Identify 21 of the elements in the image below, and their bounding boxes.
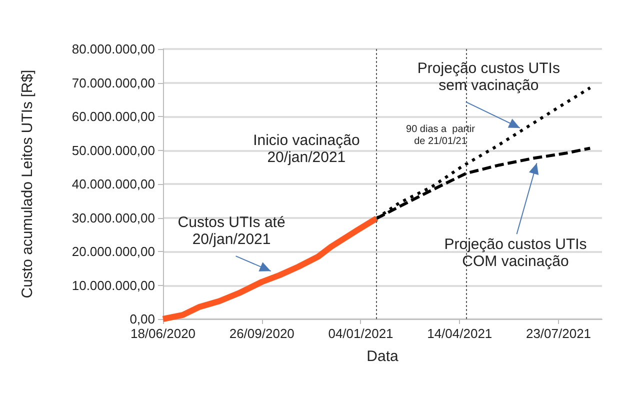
x-tick-label: 26/09/2020	[229, 326, 294, 341]
annotation: Projeção custos UTIs sem vacinação	[417, 60, 560, 94]
y-tick-label: 80.000.000,00	[72, 42, 155, 56]
x-axis-title: Data	[366, 348, 399, 365]
ref-line-label: 90 dias a partir de 21/01/21	[406, 124, 475, 147]
y-tick-label: 70.000.000,00	[72, 75, 155, 90]
y-tick-label: 20.000.000,00	[72, 244, 155, 259]
x-tick-label: 18/06/2020	[130, 326, 196, 341]
y-tick-label: 40.000.000,00	[72, 176, 155, 192]
y-tick-label: 60.000.000,00	[72, 109, 155, 124]
y-tick-label: 30.000.000,00	[72, 210, 155, 226]
y-tick-label: 0,00	[130, 312, 155, 326]
y-axis-title: Custo acumulado Leitos UTIs [R$]	[19, 70, 36, 298]
x-tick-label: 04/01/2021	[328, 326, 394, 341]
annotation: Custos UTIs até 20/jan/2021	[178, 214, 286, 249]
x-tick-label: 23/07/2021	[526, 326, 592, 341]
ref-line-label: Inicio vacinação 20/jan/2021	[253, 132, 360, 166]
annotation: Projeção custos UTIs COM vacinação	[444, 236, 587, 271]
x-tick-label: 14/04/2021	[427, 326, 492, 341]
y-tick-label: 10.000.000,00	[72, 278, 155, 293]
y-tick-label: 50.000.000,00	[72, 142, 155, 158]
